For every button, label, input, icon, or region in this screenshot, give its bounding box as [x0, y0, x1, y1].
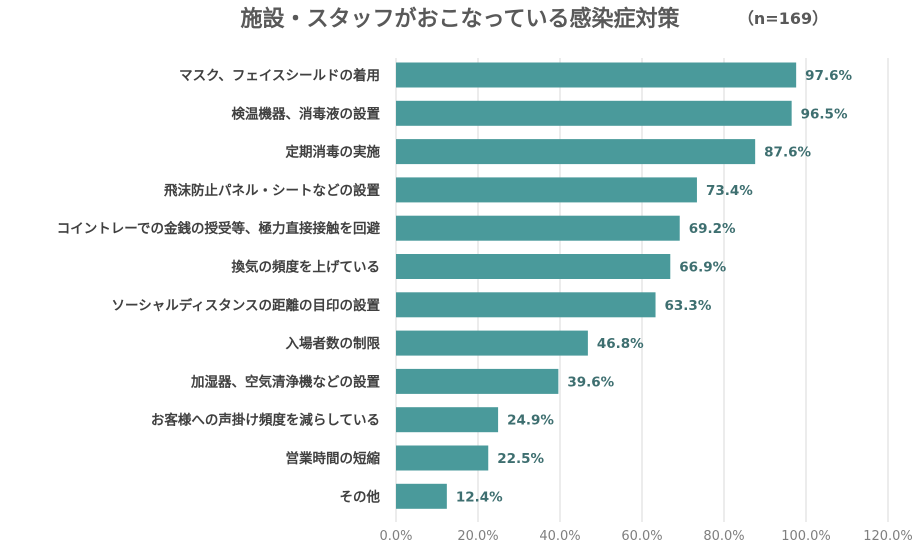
- bar: [396, 62, 797, 88]
- category-label: お客様への声掛け頻度を減らしている: [151, 412, 380, 429]
- category-labels: マスク、フェイスシールドの着用検温機器、消毒液の設置定期消毒の実施飛沫防止パネル…: [57, 67, 381, 505]
- category-label: 換気の頻度を上げている: [232, 259, 381, 276]
- value-label: 46.8%: [597, 336, 644, 352]
- bar: [396, 292, 656, 318]
- grid-lines: [395, 58, 889, 522]
- value-label: 22.5%: [497, 451, 544, 467]
- value-label: 87.6%: [764, 145, 811, 161]
- chart-subtitle: （n=169）: [738, 9, 828, 28]
- bar: [396, 407, 499, 433]
- bar: [396, 330, 588, 356]
- bar: [396, 100, 792, 126]
- value-label: 69.2%: [689, 221, 736, 237]
- x-tick-label: 40.0%: [539, 529, 580, 544]
- category-label: ソーシャルディスタンスの距離の目印の設置: [111, 297, 380, 314]
- value-label: 39.6%: [567, 374, 614, 390]
- bar: [396, 483, 447, 509]
- value-label: 66.9%: [679, 260, 726, 276]
- category-label: その他: [340, 488, 381, 505]
- value-label: 24.9%: [507, 413, 554, 429]
- x-tick-label: 80.0%: [703, 529, 744, 544]
- x-tick-label: 0.0%: [379, 529, 412, 544]
- chart-title: 施設・スタッフがおこなっている感染症対策: [241, 6, 681, 32]
- bar: [396, 215, 680, 241]
- bar: [396, 139, 756, 165]
- value-labels: 97.6% 96.5% 87.6% 73.4% 69.2% 66.9% 63.3% 46.8%…: [456, 68, 853, 505]
- category-label: 加湿器、空気清浄機などの設置: [190, 373, 380, 390]
- category-label: マスク、フェイスシールドの着用: [179, 67, 380, 84]
- bar: [396, 368, 559, 394]
- bar: [396, 254, 671, 279]
- x-tick-label: 120.0%: [863, 529, 913, 544]
- bar: [396, 445, 489, 471]
- category-label: 営業時間の短縮: [286, 450, 381, 467]
- category-label: 飛沫防止パネル・シートなどの設置: [163, 182, 380, 199]
- category-label: 検温機器、消毒液の設置: [232, 105, 381, 122]
- x-tick-label: 20.0%: [457, 529, 498, 544]
- x-axis-tick-labels: 0.0% 20.0% 40.0% 60.0% 80.0% 100.0% 120.0%: [379, 529, 912, 544]
- category-label: 定期消毒の実施: [286, 144, 381, 161]
- x-tick-label: 100.0%: [781, 529, 831, 544]
- category-label: コイントレーでの金銭の授受等、極力直接接触を回避: [57, 220, 381, 237]
- bars: [396, 62, 797, 509]
- value-label: 97.6%: [805, 68, 852, 84]
- category-label: 入場者数の制限: [286, 335, 381, 352]
- x-tick-label: 60.0%: [621, 529, 662, 544]
- value-label: 63.3%: [665, 298, 712, 314]
- value-label: 73.4%: [706, 183, 753, 199]
- value-label: 96.5%: [801, 106, 848, 122]
- value-label: 12.4%: [456, 489, 503, 505]
- bar: [396, 177, 697, 203]
